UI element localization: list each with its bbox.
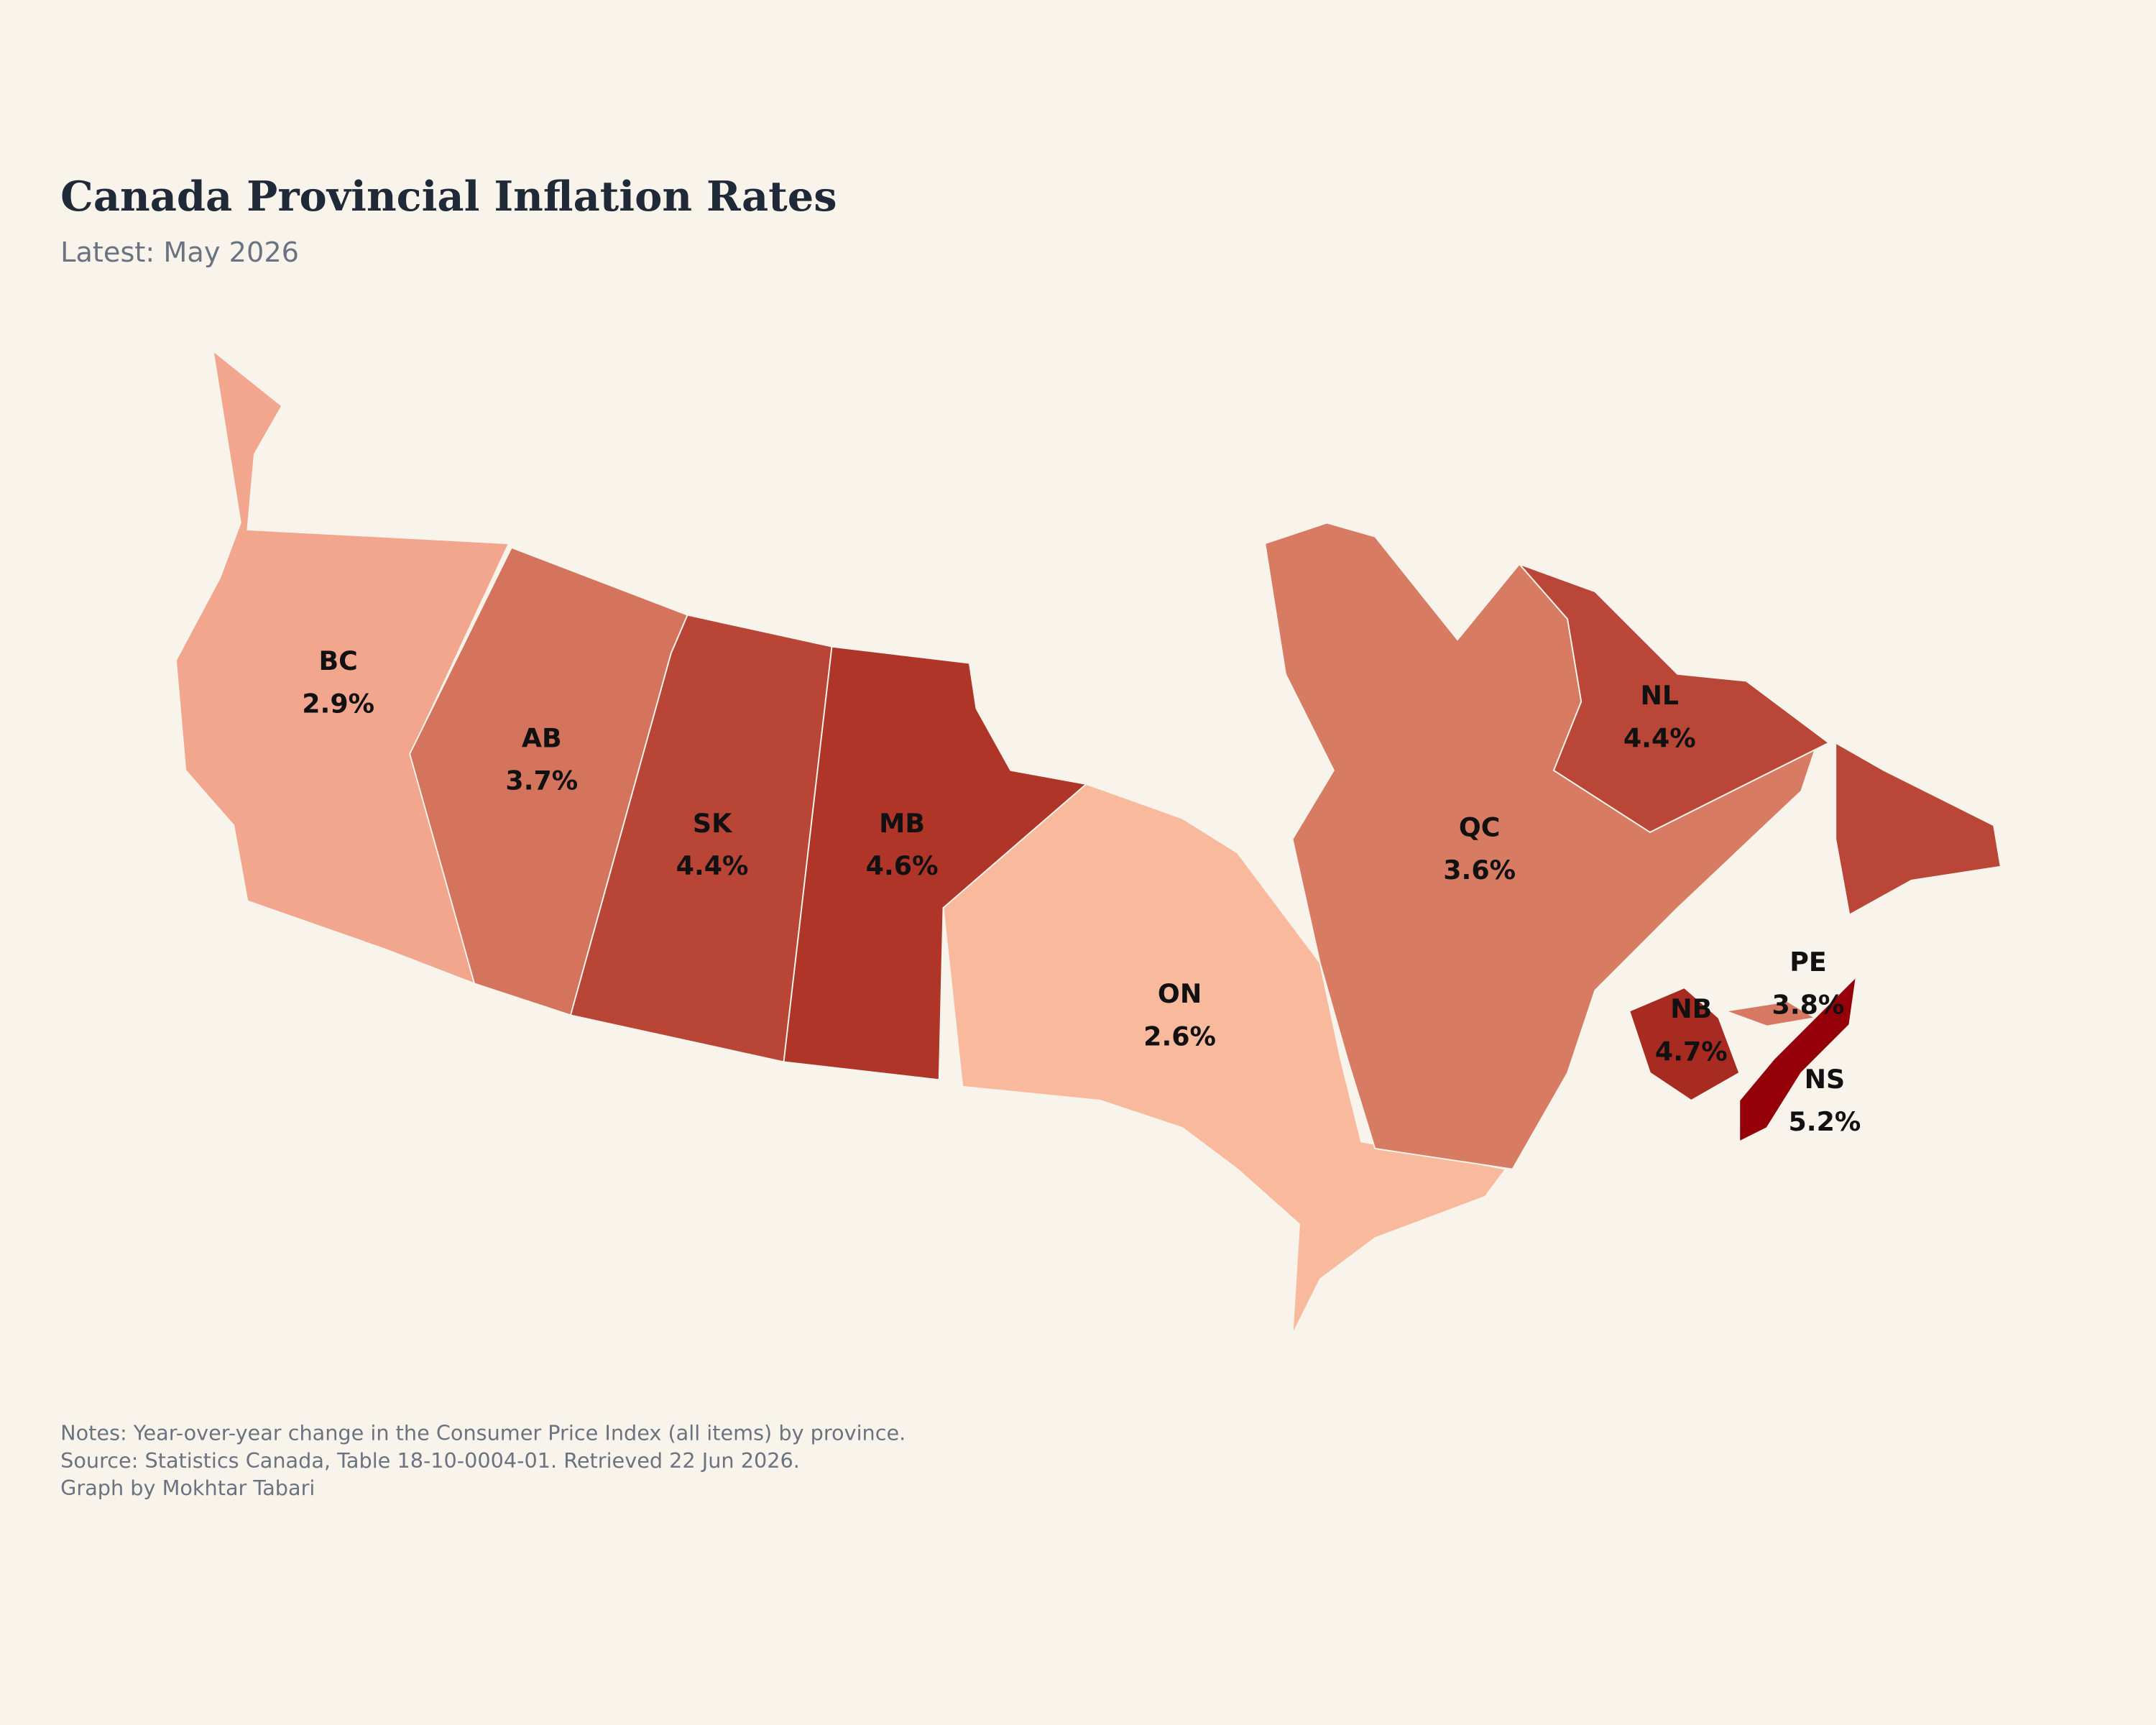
- region-name: BC: [318, 645, 357, 676]
- region-name: NB: [1670, 993, 1712, 1024]
- region: [1835, 741, 2001, 916]
- note-line: Source: Statistics Canada, Table 18-10-0…: [60, 1448, 800, 1473]
- value-label: 2.6%: [1143, 1021, 1216, 1052]
- region-name: QC: [1459, 812, 1501, 843]
- region: [942, 783, 1507, 1335]
- notes: Notes: Year-over-year change in the Cons…: [60, 1421, 906, 1501]
- region: [1738, 975, 1858, 1143]
- chart-subtitle: Latest: May 2026: [60, 236, 299, 269]
- value-label: 3.6%: [1443, 855, 1516, 886]
- chart-title: Canada Provincial Inflation Rates: [60, 172, 837, 221]
- map: [175, 349, 2001, 1335]
- value-label: 2.9%: [302, 688, 374, 719]
- region: [1519, 563, 1830, 834]
- region: [569, 614, 833, 1063]
- region-labels: BC 2.9% AB 3.7% SK 4.4% MB 4.6% ON 2.6% QC 3.6% NL 4.…: [302, 645, 1861, 1137]
- region-name: NL: [1641, 680, 1680, 711]
- region-name: NS: [1805, 1064, 1846, 1095]
- region-name: AB: [522, 722, 562, 753]
- region: [1264, 522, 1817, 1170]
- region-name: MB: [879, 808, 925, 839]
- region: [175, 349, 510, 985]
- value-label: 4.4%: [1623, 722, 1696, 753]
- note-line: Notes: Year-over-year change in the Cons…: [60, 1421, 906, 1445]
- value-label: 4.7%: [1655, 1036, 1728, 1067]
- value-label: 5.2%: [1788, 1106, 1861, 1137]
- value-label: 4.4%: [676, 850, 749, 881]
- region: [1628, 986, 1741, 1102]
- region-name: ON: [1158, 978, 1202, 1009]
- value-label: 3.8%: [1772, 989, 1845, 1020]
- note-line: Graph by Mokhtar Tabari: [60, 1476, 315, 1500]
- value-label: 4.6%: [866, 850, 939, 881]
- region-name: PE: [1789, 947, 1826, 978]
- value-label: 3.7%: [505, 765, 578, 796]
- region-name: SK: [693, 808, 733, 839]
